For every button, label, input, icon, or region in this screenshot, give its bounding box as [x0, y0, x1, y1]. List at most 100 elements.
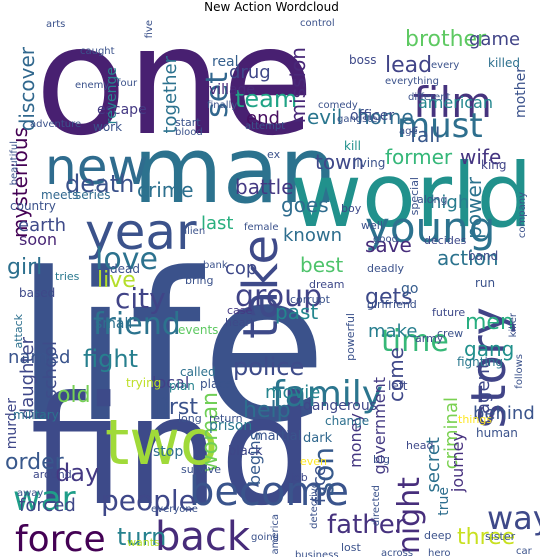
word-town: town [315, 150, 365, 174]
word-war: war [13, 479, 76, 519]
word-battle: battle [235, 175, 294, 199]
word-human: human [476, 426, 518, 440]
word-case: case [227, 304, 253, 317]
word-american: american [418, 93, 493, 112]
word-martial: martial [255, 429, 302, 444]
word-boss: boss [349, 53, 377, 67]
word-two: two [105, 406, 218, 479]
word-murder: murder [5, 398, 20, 450]
word-night: night [392, 477, 427, 555]
word-plan: plan [169, 379, 195, 393]
word-one: one [35, 17, 315, 169]
word-brother: brother [405, 27, 487, 52]
word-men: men [465, 310, 514, 335]
word-former: former [385, 145, 453, 169]
word-make: make [368, 321, 418, 342]
word-business: business [295, 550, 339, 558]
word-forced: forced [19, 495, 76, 516]
word-best: best [300, 253, 344, 277]
word-company: company [517, 192, 528, 239]
word-game: game [469, 29, 521, 50]
word-girlfriend: girlfriend [367, 298, 417, 311]
word-series: series [75, 188, 111, 202]
word-five: five [144, 20, 155, 39]
word-revenge: revenge [104, 67, 120, 125]
word-going: going [251, 532, 279, 543]
word-film: film [413, 78, 493, 127]
word-love: love [95, 242, 158, 277]
word-ex: ex [267, 148, 281, 161]
word-force: force [15, 519, 106, 558]
word-drug: drug [229, 62, 271, 83]
word-gets: gets [365, 285, 413, 310]
word-three: three [457, 525, 516, 550]
word-decides: decides [424, 234, 467, 247]
word-known: known [283, 225, 342, 246]
word-head: head [406, 439, 434, 452]
word-girl: girl [7, 255, 43, 280]
word-life: life [15, 230, 328, 468]
word-end: end [246, 108, 280, 129]
word-way: way [487, 499, 540, 537]
word-movie: movie [265, 382, 321, 403]
word-action: action [437, 246, 499, 270]
chart-title: New Action Wordcloud [204, 0, 339, 14]
word-team: team [235, 85, 298, 113]
word-year: year [85, 203, 197, 261]
word-four: four [117, 78, 138, 89]
word-return: return [209, 412, 243, 425]
word-events: events [178, 323, 219, 337]
word-last: last [201, 213, 234, 234]
word-gangster: gangster [337, 114, 382, 125]
word-dream: dream [309, 278, 345, 291]
word-car: car [516, 546, 532, 557]
word-attack: attack [12, 314, 25, 349]
word-goes: goes [281, 193, 329, 217]
word-place: place [200, 377, 233, 391]
word-future: future [432, 306, 466, 319]
word-lost: lost [341, 541, 361, 554]
word-group: group [235, 279, 323, 314]
word-finally: finally [207, 100, 238, 111]
word-power: power [462, 177, 486, 239]
word-army: army [415, 332, 444, 345]
word-powerful: powerful [344, 313, 357, 361]
word-save: save [365, 233, 412, 257]
word-black: black [228, 444, 263, 459]
word-female: female [244, 222, 279, 233]
word-country: country [10, 199, 56, 213]
word-king: king [481, 158, 507, 172]
word-control: control [300, 18, 335, 29]
word-earth: earth [18, 215, 66, 236]
word-dark: dark [303, 431, 333, 446]
word-old: old [57, 383, 91, 408]
word-wife: wife [460, 145, 502, 169]
word-village: village [209, 82, 256, 98]
word-adventure: adventure [30, 119, 82, 130]
word-different: different [408, 92, 451, 103]
word-past: past [275, 300, 319, 324]
word-change: change [325, 414, 370, 428]
word-family: family [272, 374, 384, 415]
word-military: military [13, 408, 59, 422]
word-come: come [384, 347, 408, 403]
word-find: find [30, 365, 315, 539]
word-people: people [101, 484, 196, 517]
word-order: order [5, 450, 64, 475]
word-job: job [291, 471, 308, 484]
word-caught: caught [80, 46, 115, 57]
word-across: across [381, 548, 414, 558]
word-enemy: enemy [75, 80, 110, 91]
word-every: every [431, 60, 460, 71]
word-real: real [212, 54, 239, 70]
word-crime: crime [137, 178, 194, 202]
word-good: good [373, 234, 398, 245]
word-crew: crew [437, 327, 464, 340]
word-stop: stop [153, 444, 184, 460]
word-mission: mission [286, 47, 310, 124]
word-small: small [95, 316, 133, 332]
word-new: new [45, 138, 149, 196]
word-home: home [357, 105, 414, 129]
word-arts: arts [46, 19, 66, 30]
word-killer: killer [508, 313, 519, 338]
